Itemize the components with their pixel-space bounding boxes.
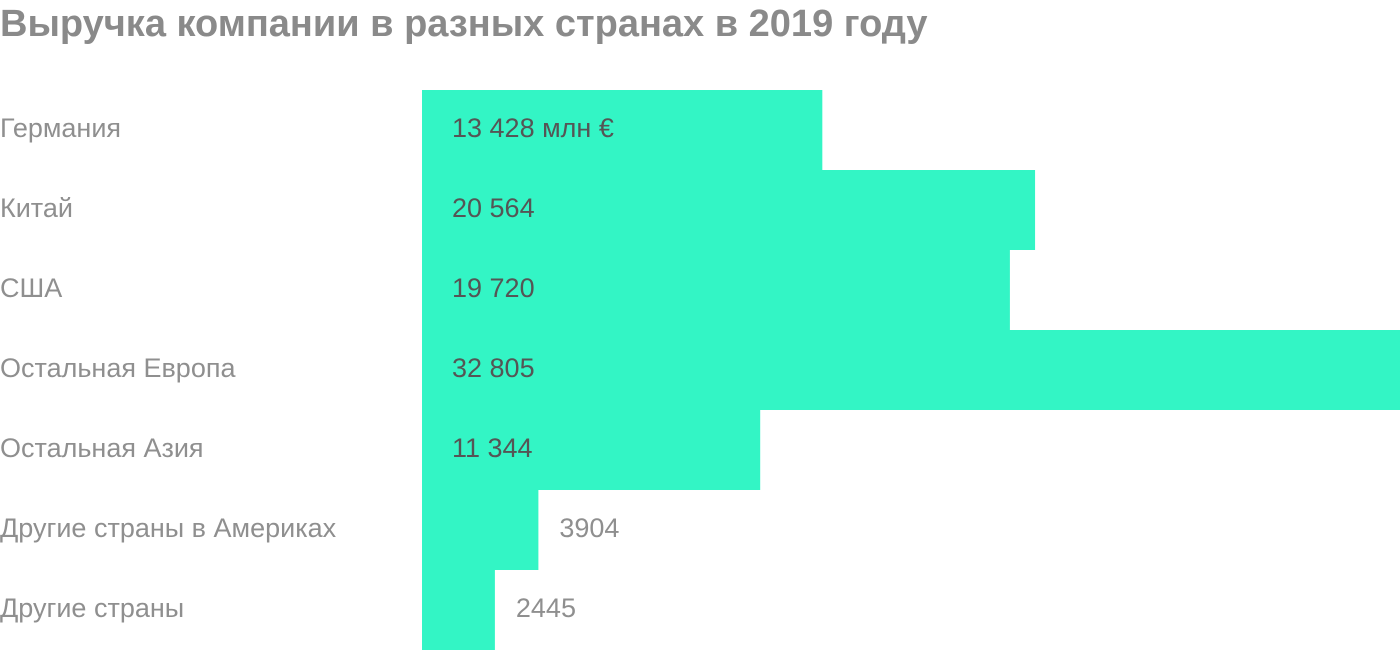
category-label: Остальная Азия <box>0 433 204 463</box>
bar <box>422 170 1036 250</box>
category-label: Другие страны <box>0 593 184 623</box>
bar <box>422 250 1010 330</box>
category-label: Китай <box>0 193 73 223</box>
category-label: Остальная Европа <box>0 353 236 383</box>
value-label: 11 344 <box>452 433 533 463</box>
bar <box>422 410 761 490</box>
value-label: 13 428 млн € <box>452 113 614 143</box>
category-label: Другие страны в Америках <box>0 513 337 543</box>
bar <box>422 90 823 170</box>
category-label: США <box>0 273 62 303</box>
value-label: 19 720 <box>452 273 535 303</box>
bar <box>422 330 1400 410</box>
bar <box>422 490 539 570</box>
category-label: Германия <box>0 113 121 143</box>
value-label: 2445 <box>516 593 576 623</box>
value-label: 3904 <box>559 513 619 543</box>
bar <box>422 570 495 650</box>
chart-title: Выручка компании в разных странах в 2019… <box>0 3 928 45</box>
value-label: 32 805 <box>452 353 535 383</box>
value-label: 20 564 <box>452 193 535 223</box>
